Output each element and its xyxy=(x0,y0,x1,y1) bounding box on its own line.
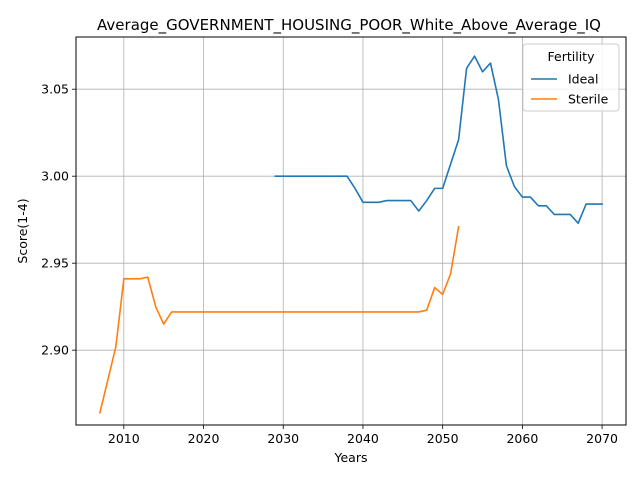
x-axis-label: Years xyxy=(334,450,368,465)
series-line-sterile xyxy=(98,225,460,414)
x-tick-label: 2050 xyxy=(427,431,459,446)
legend: Fertility Ideal Sterile xyxy=(522,43,620,112)
y-tick-label: 2.90 xyxy=(41,343,69,358)
y-tick-label: 3.00 xyxy=(41,169,69,184)
y-axis-label: Score(1-4) xyxy=(15,198,30,263)
x-tick-label: 2010 xyxy=(108,431,140,446)
x-tick-label: 2030 xyxy=(267,431,299,446)
x-tick-label: 2060 xyxy=(506,431,538,446)
x-tick-label: 2070 xyxy=(586,431,618,446)
y-tick-label: 3.05 xyxy=(41,82,69,97)
series-line-ideal xyxy=(274,55,603,224)
series-layer xyxy=(98,55,603,414)
ticks: 2010 2020 2030 2040 2050 2060 2070 2.90 2.95 3.00… xyxy=(41,82,618,446)
legend-label-ideal: Ideal xyxy=(568,72,598,87)
chart-title: Average_GOVERNMENT_HOUSING_POOR_White_Ab… xyxy=(97,16,601,35)
grid xyxy=(76,37,626,425)
legend-title: Fertility xyxy=(548,49,596,64)
legend-box xyxy=(522,43,620,112)
x-tick-label: 2020 xyxy=(188,431,220,446)
plot-frame xyxy=(75,36,627,426)
legend-entries: Ideal Sterile xyxy=(531,72,609,107)
legend-label-sterile: Sterile xyxy=(568,92,609,107)
x-tick-label: 2040 xyxy=(347,431,379,446)
y-tick-label: 2.95 xyxy=(41,256,69,271)
